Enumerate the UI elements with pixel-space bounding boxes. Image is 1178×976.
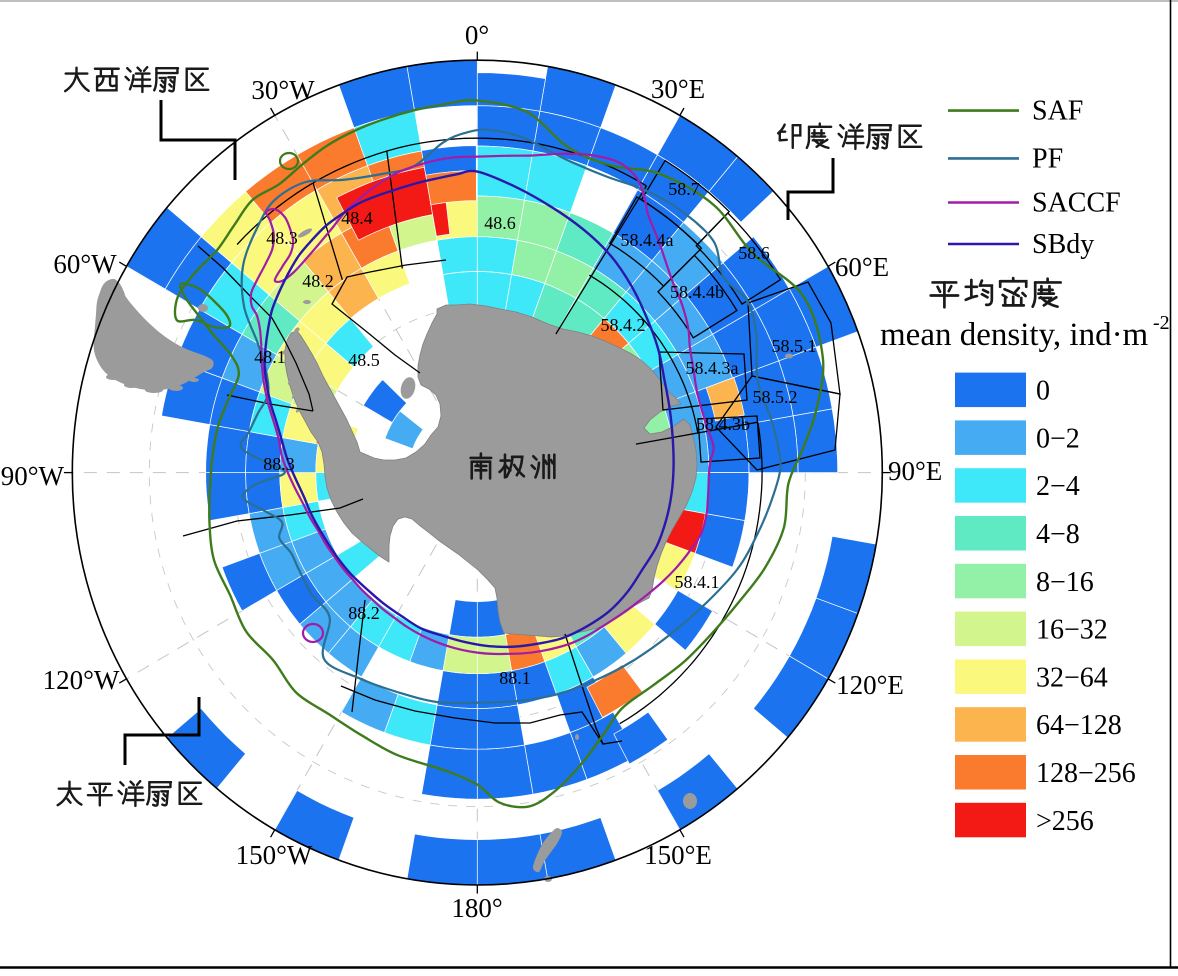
svg-text:128−256: 128−256 (1036, 758, 1136, 789)
svg-text:88.3: 88.3 (263, 454, 295, 474)
svg-text:48.4: 48.4 (341, 208, 373, 228)
svg-text:48.6: 48.6 (484, 213, 516, 233)
svg-text:180°: 180° (451, 893, 502, 923)
svg-text:>256: >256 (1036, 806, 1094, 837)
svg-text:16−32: 16−32 (1036, 615, 1108, 646)
svg-text:SACCF: SACCF (1032, 188, 1121, 219)
svg-text:64−128: 64−128 (1036, 710, 1122, 741)
svg-text:150°W: 150°W (236, 840, 313, 870)
svg-text:90°E: 90°E (888, 456, 942, 486)
svg-text:88.2: 88.2 (348, 603, 380, 623)
svg-text:60°W: 60°W (53, 249, 117, 279)
svg-text:mean density, ind·m: mean density, ind·m (880, 317, 1149, 353)
svg-text:32−64: 32−64 (1036, 662, 1108, 693)
svg-text:-2: -2 (1153, 312, 1170, 334)
svg-text:8−16: 8−16 (1036, 567, 1094, 598)
svg-text:58.5.1: 58.5.1 (772, 336, 817, 356)
svg-text:58.4.4a: 58.4.4a (621, 230, 674, 250)
svg-text:90°W: 90°W (1, 461, 65, 491)
svg-text:2−4: 2−4 (1036, 471, 1080, 502)
svg-text:58.4.1: 58.4.1 (675, 572, 720, 592)
svg-text:48.3: 48.3 (266, 228, 298, 248)
svg-text:0−2: 0−2 (1036, 423, 1080, 454)
svg-text:SAF: SAF (1032, 96, 1083, 127)
svg-text:58.4.2: 58.4.2 (601, 315, 646, 335)
svg-text:58.6: 58.6 (738, 243, 770, 263)
svg-text:48.1: 48.1 (254, 347, 286, 367)
svg-text:4−8: 4−8 (1036, 519, 1080, 550)
svg-text:SBdy: SBdy (1032, 229, 1094, 260)
svg-text:58.4.3a: 58.4.3a (686, 358, 739, 378)
svg-text:48.5: 48.5 (348, 350, 380, 370)
svg-text:0: 0 (1036, 376, 1050, 407)
svg-text:58.5.2: 58.5.2 (753, 387, 798, 407)
svg-text:120°E: 120°E (836, 670, 904, 700)
svg-text:PF: PF (1032, 143, 1063, 174)
svg-text:48.2: 48.2 (302, 271, 334, 291)
svg-text:0°: 0° (465, 20, 489, 50)
svg-text:60°E: 60°E (835, 252, 889, 282)
svg-text:30°E: 30°E (651, 74, 705, 104)
svg-text:58.4.4b: 58.4.4b (670, 282, 724, 302)
svg-text:120°W: 120°W (43, 665, 120, 695)
svg-text:30°W: 30°W (251, 75, 315, 105)
svg-text:88.1: 88.1 (499, 668, 531, 688)
svg-text:58.7: 58.7 (668, 179, 700, 199)
svg-text:150°E: 150°E (644, 840, 712, 870)
svg-text:58.4.3b: 58.4.3b (696, 414, 750, 434)
